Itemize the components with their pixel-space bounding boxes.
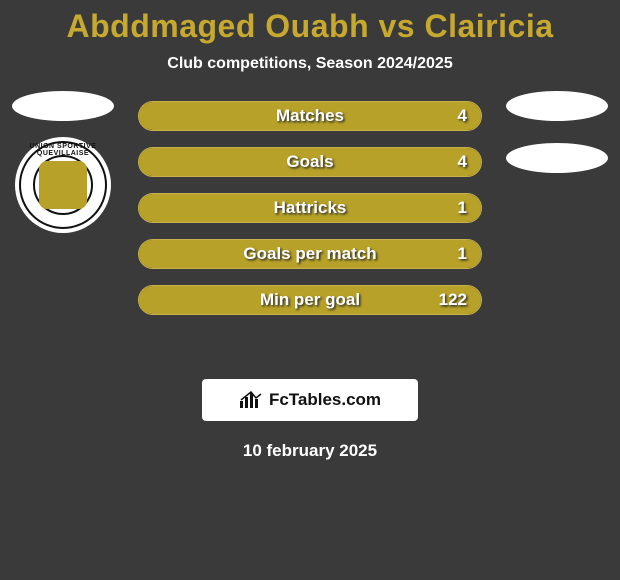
stat-bar-row: Hattricks 1 (138, 193, 482, 223)
infographic-container: Abddmaged Ouabh vs Clairicia Club compet… (0, 0, 620, 461)
stat-bar-label: Min per goal (260, 290, 360, 310)
bar-chart-icon (239, 391, 263, 409)
stat-bar-row: Goals 4 (138, 147, 482, 177)
stat-bars: Matches 4 Goals 4 Hattricks 1 Goals per match 1… (138, 101, 482, 315)
banner-text: FcTables.com (269, 390, 381, 410)
stat-bar-value: 122 (439, 290, 467, 310)
stat-bar-value: 1 (458, 198, 467, 218)
stat-bar-row: Goals per match 1 (138, 239, 482, 269)
stat-bar-value: 4 (458, 152, 467, 172)
stat-bar-label: Hattricks (274, 198, 347, 218)
stat-bar-row: Min per goal 122 (138, 285, 482, 315)
player-name-chip-right-1 (506, 91, 608, 121)
left-player-col: UNION SPORTIVE QUEVILLAISE (8, 91, 118, 233)
player-name-chip-right-2 (506, 143, 608, 173)
stat-bar-label: Goals per match (243, 244, 376, 264)
right-player-col (502, 91, 612, 173)
stat-bar-value: 4 (458, 106, 467, 126)
fctables-banner[interactable]: FcTables.com (202, 379, 418, 421)
player-name-chip-left (12, 91, 114, 121)
stat-bar-value: 1 (458, 244, 467, 264)
page-subtitle: Club competitions, Season 2024/2025 (167, 55, 452, 73)
stat-bar-row: Matches 4 (138, 101, 482, 131)
stat-bar-label: Matches (276, 106, 344, 126)
club-badge-left: UNION SPORTIVE QUEVILLAISE (15, 137, 111, 233)
date-text: 10 february 2025 (243, 441, 377, 461)
stats-area: UNION SPORTIVE QUEVILLAISE Matches4Goals… (0, 101, 620, 361)
page-title: Abddmaged Ouabh vs Clairicia (67, 8, 554, 45)
stat-bar-label: Goals (286, 152, 333, 172)
badge-core-shield (39, 161, 87, 209)
